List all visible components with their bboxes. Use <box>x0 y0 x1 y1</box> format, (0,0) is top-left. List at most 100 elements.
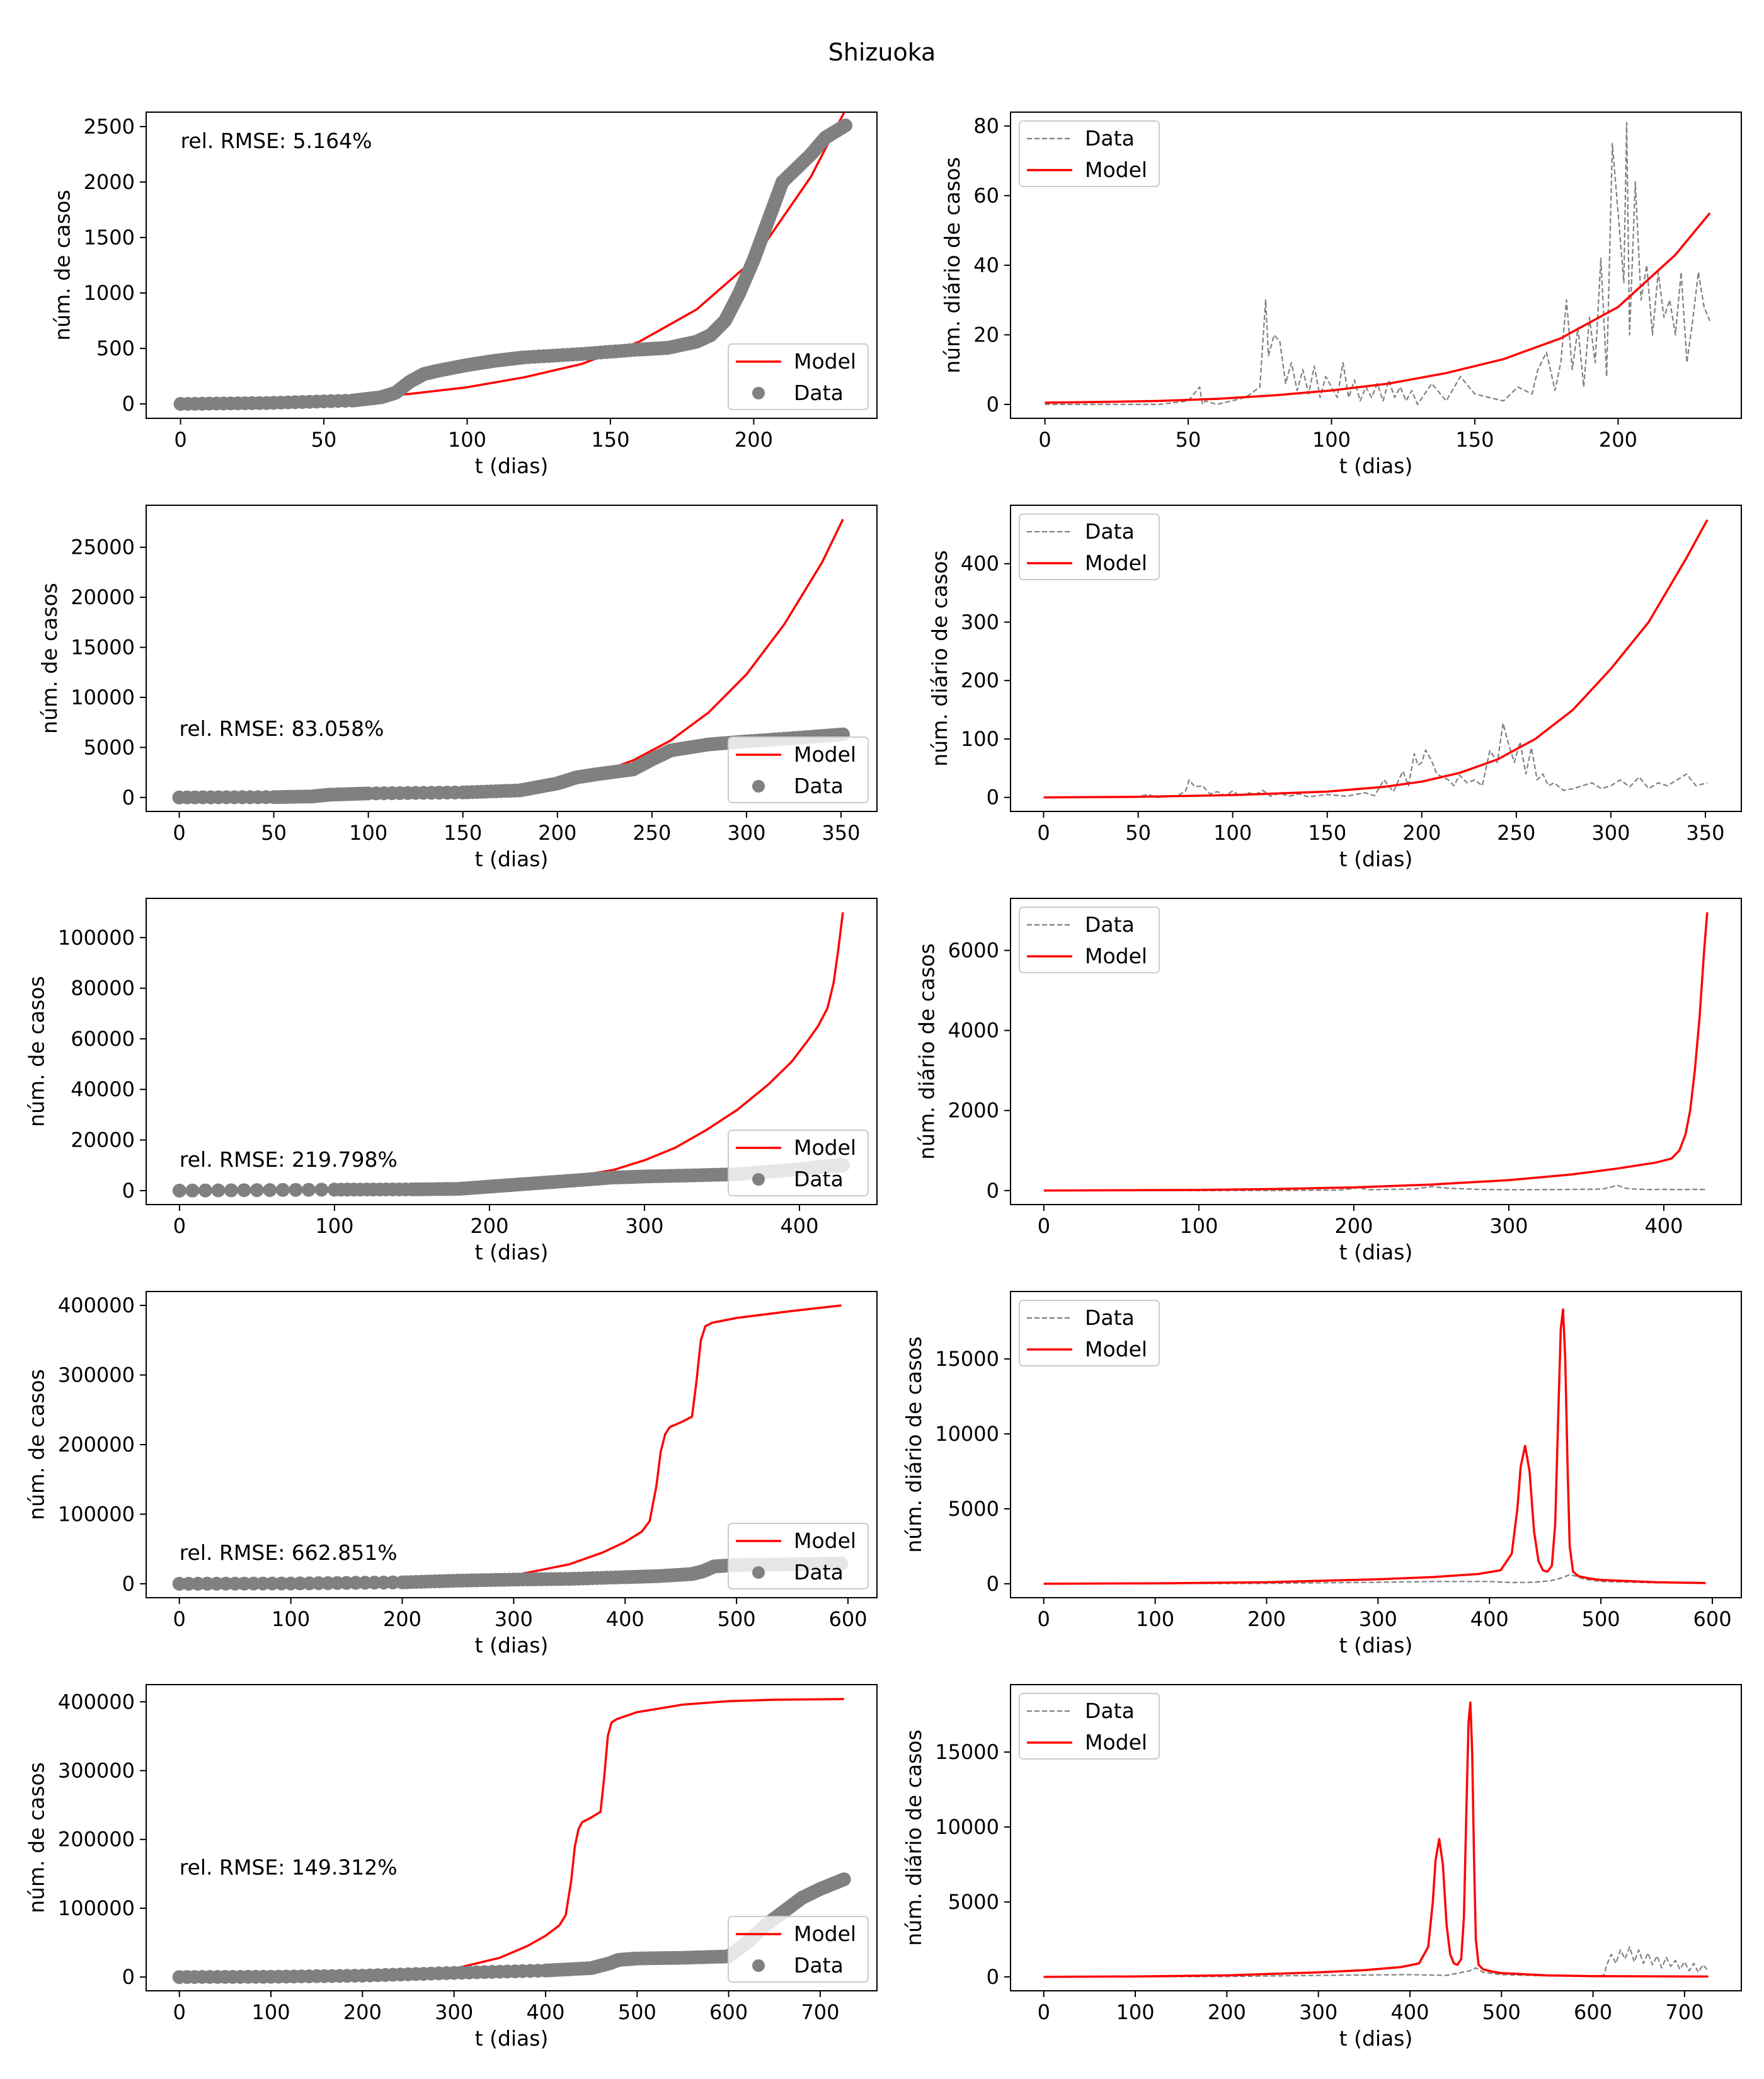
x-axis-label: t (dias) <box>475 1633 549 1658</box>
x-tick-label: 300 <box>495 1607 533 1631</box>
rmse-annotation: rel. RMSE: 149.312% <box>180 1855 398 1879</box>
y-tick-label: 300000 <box>58 1363 135 1387</box>
x-tick-label: 400 <box>1390 2000 1429 2024</box>
y-tick-label: 500 <box>96 336 135 360</box>
data-point <box>289 1183 303 1197</box>
x-tick-label: 0 <box>1038 428 1051 452</box>
y-axis-label: núm. diário de casos <box>914 943 939 1159</box>
x-tick-label: 100 <box>1179 1214 1218 1238</box>
y-tick-label: 80000 <box>71 976 135 1000</box>
legend-label: Model <box>1085 1730 1147 1755</box>
x-tick-label: 200 <box>538 821 576 845</box>
y-tick-label: 80 <box>973 114 999 138</box>
y-tick-label: 400 <box>961 552 999 576</box>
x-tick-label: 600 <box>1574 2000 1612 2024</box>
legend-label: Data <box>1085 126 1135 151</box>
data-point <box>237 1183 251 1198</box>
legend-label: Data <box>794 1953 844 1978</box>
plot-area <box>1045 122 1711 406</box>
y-tick-label: 60000 <box>71 1027 135 1051</box>
y-tick-label: 200000 <box>58 1828 135 1852</box>
legend: Data Model <box>1019 1300 1160 1366</box>
plot-area <box>1043 1308 1706 1585</box>
axes-frame <box>1010 505 1742 812</box>
y-tick-label: 25000 <box>71 536 135 559</box>
rmse-annotation: rel. RMSE: 662.851% <box>180 1540 398 1565</box>
legend-label: Model <box>1085 158 1147 182</box>
legend-marker <box>752 1959 765 1972</box>
plot-area <box>1043 519 1709 799</box>
data-point <box>224 1183 238 1198</box>
axes-frame <box>146 505 878 812</box>
chart-panel-4-cumulative: 0 100 200 300 400 500 600 0 100000 200000 300000 40… <box>25 1291 878 1658</box>
y-tick-label: 400000 <box>58 1690 135 1714</box>
y-tick-label: 100 <box>961 727 999 751</box>
x-tick-label: 200 <box>1402 821 1441 845</box>
plot-area <box>1043 912 1709 1192</box>
legend-label: Data <box>1085 1305 1135 1330</box>
y-tick-label: 40 <box>973 253 999 277</box>
x-axis-label: t (dias) <box>1339 1240 1413 1264</box>
x-tick-label: 100 <box>252 2000 290 2024</box>
x-axis-label: t (dias) <box>475 1240 549 1264</box>
data-point <box>249 1183 264 1198</box>
y-axis-label: núm. diário de casos <box>927 550 952 766</box>
y-tick-label: 1500 <box>84 226 135 249</box>
rmse-annotation: rel. RMSE: 219.798% <box>180 1147 398 1172</box>
legend-label: Data <box>794 1560 844 1584</box>
y-tick-label: 2500 <box>84 115 135 139</box>
x-tick-label: 200 <box>735 428 773 452</box>
y-tick-label: 0 <box>987 1965 999 1989</box>
axes-frame <box>1010 898 1742 1205</box>
y-tick-label: 400000 <box>58 1293 135 1317</box>
x-tick-label: 300 <box>1489 1214 1528 1238</box>
data-points <box>172 727 850 805</box>
chart-panel-2-cumulative: 0 50 100 150 200 250 300 350 0 5000 10000 15000 2000… <box>37 505 878 871</box>
x-tick-label: 150 <box>444 821 482 845</box>
x-tick-label: 0 <box>173 1214 186 1238</box>
x-tick-label: 50 <box>1125 821 1151 845</box>
x-axis-label: t (dias) <box>475 454 549 478</box>
figure-title: Shizuoka <box>828 38 936 66</box>
x-axis-label: t (dias) <box>475 2026 549 2051</box>
y-tick-label: 10000 <box>71 685 135 709</box>
y-tick-label: 0 <box>987 392 999 416</box>
axes-frame <box>1010 1291 1742 1598</box>
axes-frame <box>146 1684 878 1991</box>
x-tick-label: 200 <box>1247 1607 1286 1631</box>
y-tick-label: 2000 <box>948 1099 999 1123</box>
data-point <box>198 1183 212 1198</box>
legend-label: Data <box>794 1167 844 1191</box>
y-tick-label: 2000 <box>84 170 135 194</box>
y-tick-label: 20000 <box>71 585 135 609</box>
x-tick-label: 250 <box>1497 821 1535 845</box>
chart-panel-1-daily: 0 50 100 150 200 0 20 40 60 80 t (dias) núm. diário… <box>940 112 1742 478</box>
model-series-line <box>1043 519 1709 799</box>
y-tick-label: 100000 <box>58 1896 135 1920</box>
legend: Data Model <box>1019 1693 1160 1760</box>
model-series-line <box>1045 212 1711 404</box>
data-point <box>301 1183 316 1197</box>
x-tick-label: 300 <box>625 1214 663 1238</box>
chart-panel-3-cumulative: 0 100 200 300 400 0 20000 40000 60000 80000 100000… <box>25 898 878 1264</box>
plot-area <box>173 112 852 411</box>
x-tick-label: 50 <box>311 428 337 452</box>
data-point <box>314 1183 329 1197</box>
y-tick-label: 20 <box>973 323 999 346</box>
data-point <box>211 1183 226 1198</box>
y-tick-label: 100000 <box>58 1502 135 1526</box>
y-axis-label: núm. diário de casos <box>902 1729 926 1945</box>
legend: Model Data <box>728 1916 869 1983</box>
chart-panel-4-daily: 0 100 200 300 400 500 600 0 5000 10000 15000 t (dia… <box>902 1291 1742 1658</box>
y-tick-label: 5000 <box>948 1890 999 1914</box>
chart-panel-5-daily: 0 100 200 300 400 500 600 700 0 5000 10000 15000 t (… <box>902 1684 1742 2051</box>
x-tick-label: 500 <box>1582 1607 1620 1631</box>
chart-panel-5-cumulative: 0 100 200 300 400 500 600 700 0 100000 200000 30000… <box>25 1684 878 2051</box>
y-tick-label: 0 <box>987 1572 999 1596</box>
x-tick-label: 100 <box>272 1607 310 1631</box>
legend-marker <box>752 1566 765 1579</box>
x-tick-label: 400 <box>526 2000 564 2024</box>
legend-label: Model <box>1085 1337 1147 1361</box>
